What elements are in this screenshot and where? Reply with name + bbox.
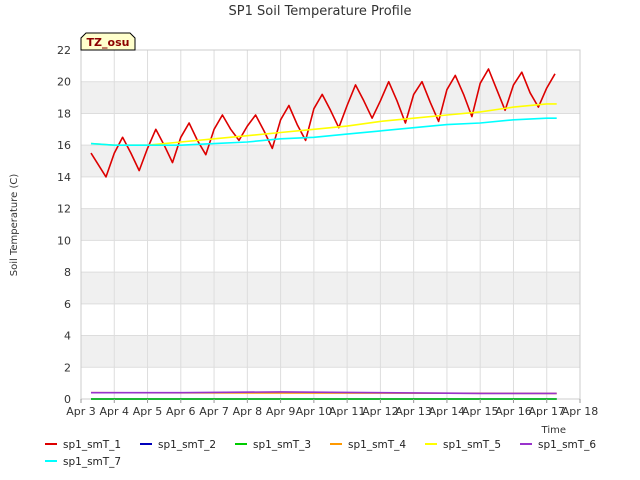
x-axis: Apr 3 Apr 4 Apr 5 Apr 6 Apr 7 Apr 8 Apr 9 Apr 1… xyxy=(66,399,598,418)
x-tick-label: Apr 16 xyxy=(495,405,532,418)
x-tick-label: Apr 14 xyxy=(429,405,466,418)
legend-label: sp1_smT_6 xyxy=(538,439,596,451)
y-axis: 0 2 4 6 8 10 12 14 16 18 20 22 xyxy=(57,44,71,406)
y-axis-label: Soil Temperature (C) xyxy=(9,174,20,277)
y-tick-label: 10 xyxy=(57,234,71,247)
y-tick-label: 22 xyxy=(57,44,71,57)
plot-bands xyxy=(81,81,580,368)
plot-band xyxy=(81,145,580,177)
legend-label: sp1_smT_4 xyxy=(348,439,406,451)
plot-band xyxy=(81,81,580,114)
series-layer xyxy=(90,68,557,400)
legend-label: sp1_smT_3 xyxy=(253,439,311,451)
x-tick-label: Apr 12 xyxy=(362,405,399,418)
y-tick-label: 18 xyxy=(57,107,71,120)
y-tick-label: 8 xyxy=(64,266,71,279)
x-tick-label: Apr 5 xyxy=(133,405,163,418)
x-tick-label: Apr 9 xyxy=(266,405,296,418)
tz-annotation-text: TZ_osu xyxy=(87,36,130,49)
x-tick-label: Apr 3 xyxy=(66,405,96,418)
legend-label: sp1_smT_7 xyxy=(63,456,121,468)
legend-label: sp1_smT_5 xyxy=(443,439,501,451)
x-tick-label: Apr 18 xyxy=(562,405,599,418)
x-tick-label: Apr 10 xyxy=(296,405,333,418)
y-tick-label: 2 xyxy=(64,361,71,374)
legend: sp1_smT_1 sp1_smT_2 sp1_smT_3 sp1_smT_4 sp1_… xyxy=(45,439,596,468)
y-tick-label: 12 xyxy=(57,203,71,216)
x-tick-label: Apr 6 xyxy=(166,405,196,418)
y-tick-label: 0 xyxy=(64,393,71,406)
x-axis-label: Time xyxy=(541,425,566,436)
series-line-sp1_smT_6 xyxy=(91,391,557,395)
x-tick-label: Apr 15 xyxy=(462,405,499,418)
y-tick-label: 20 xyxy=(57,76,71,89)
x-tick-label: Apr 4 xyxy=(100,405,130,418)
y-tick-label: 14 xyxy=(57,171,71,184)
y-tick-label: 16 xyxy=(57,139,71,152)
series-line-sp1_smT_5 xyxy=(90,103,557,146)
x-tick-label: Apr 17 xyxy=(528,405,565,418)
legend-label: sp1_smT_1 xyxy=(63,439,121,451)
tz-annotation: TZ_osu xyxy=(80,32,136,51)
x-tick-label: Apr 13 xyxy=(395,405,432,418)
x-tick-label: Apr 7 xyxy=(199,405,229,418)
x-tick-label: Apr 8 xyxy=(233,405,263,418)
tz-annotation-box xyxy=(80,32,136,51)
y-tick-label: 4 xyxy=(64,330,71,343)
chart-title: SP1 Soil Temperature Profile xyxy=(229,4,412,19)
x-tick-label: Apr 11 xyxy=(329,405,366,418)
legend-label: sp1_smT_2 xyxy=(158,439,216,451)
plot-band xyxy=(81,272,580,304)
plot-band xyxy=(81,208,580,241)
plot-band xyxy=(81,335,580,368)
series-line-sp1_smT_1 xyxy=(90,68,556,178)
series-line-sp1_smT_7 xyxy=(90,117,557,146)
y-tick-label: 6 xyxy=(64,298,71,311)
